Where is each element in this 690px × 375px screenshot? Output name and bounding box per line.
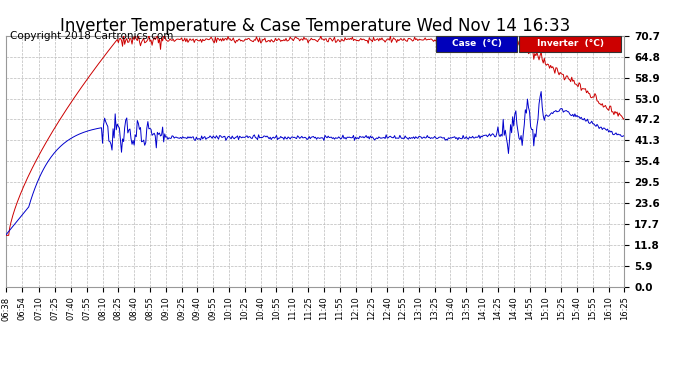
Title: Inverter Temperature & Case Temperature Wed Nov 14 16:33: Inverter Temperature & Case Temperature … (60, 18, 570, 36)
Text: Copyright 2018 Cartronics.com: Copyright 2018 Cartronics.com (10, 32, 174, 41)
